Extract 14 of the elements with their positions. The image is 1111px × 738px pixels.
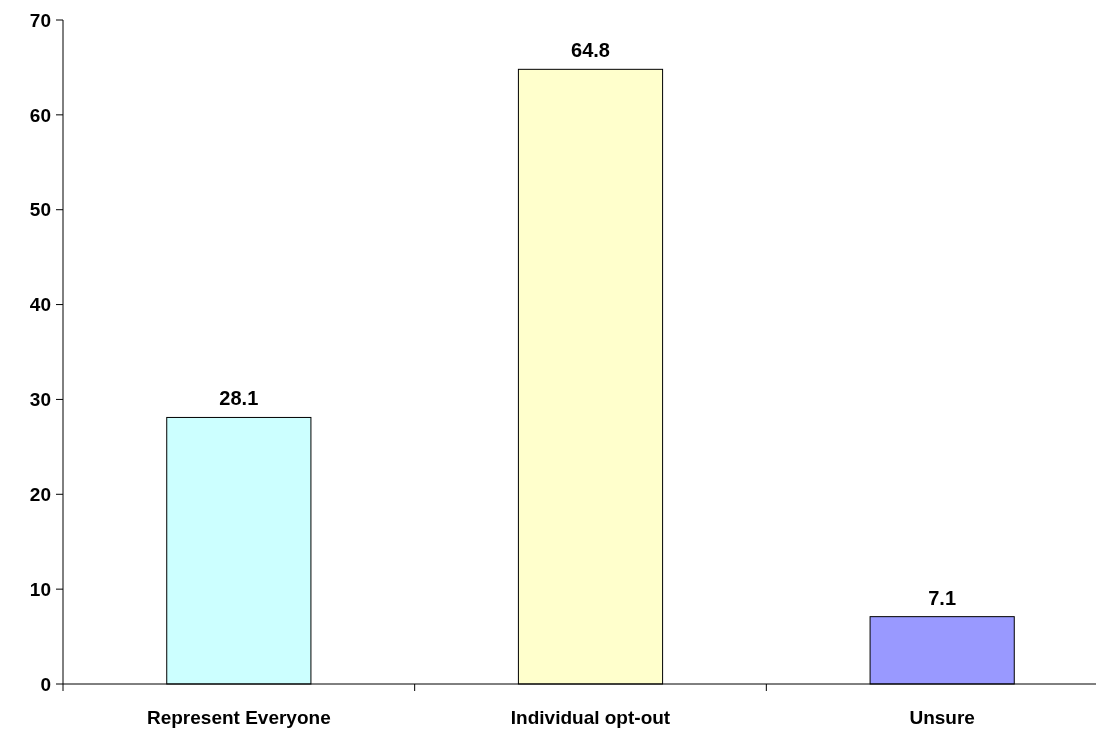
x-tick-label: Unsure — [909, 707, 975, 728]
x-tick-label: Represent Everyone — [146, 707, 331, 728]
y-tick-label: 0 — [40, 673, 51, 695]
y-tick-label: 30 — [29, 389, 51, 411]
y-tick-label: 40 — [29, 294, 51, 316]
y-tick-label: 60 — [29, 104, 51, 126]
data-label: 7.1 — [928, 586, 957, 609]
y-tick-label: 70 — [29, 9, 51, 31]
x-tick-label: Individual opt-out — [510, 707, 671, 728]
y-tick-label: 50 — [29, 199, 51, 221]
y-tick-label: 20 — [29, 483, 51, 505]
y-tick-label: 10 — [29, 578, 51, 600]
data-label: 28.1 — [219, 387, 259, 410]
data-label: 64.8 — [571, 39, 610, 62]
